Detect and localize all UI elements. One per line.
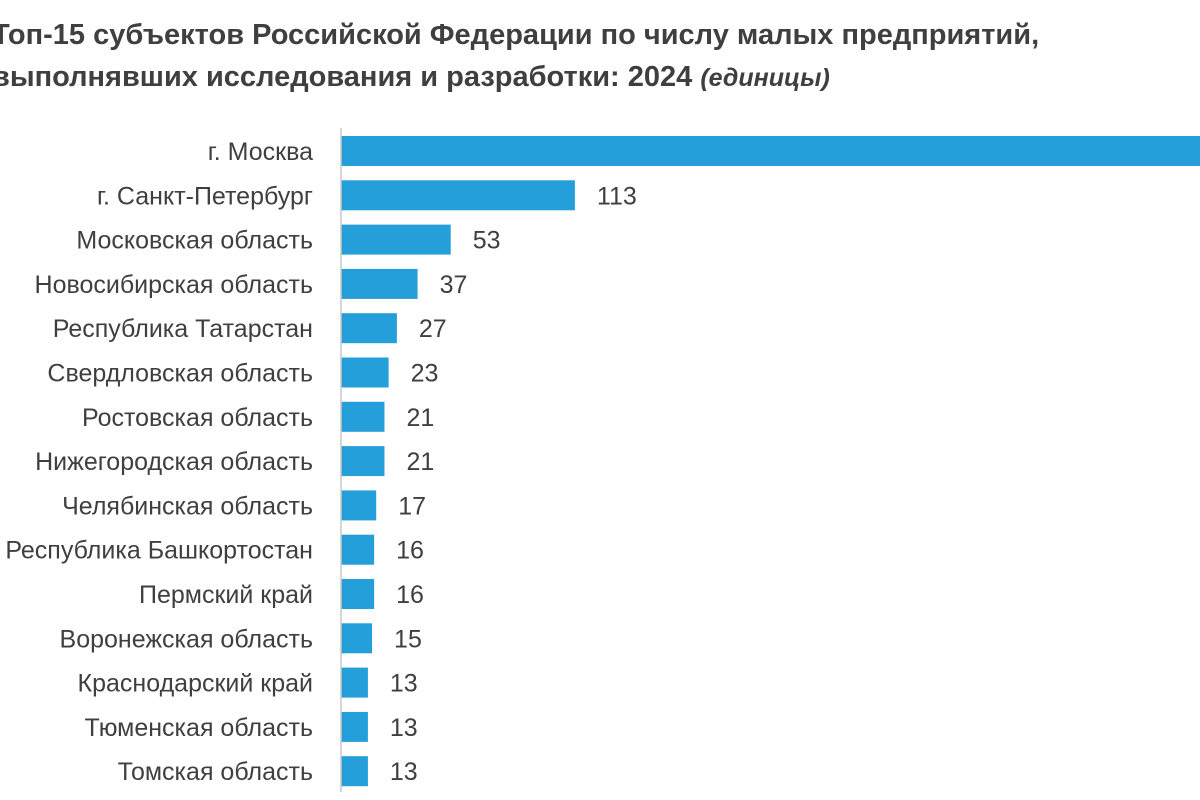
- category-label: г. Москва: [208, 138, 313, 166]
- chart-title-line-2: выполнявших исследования и разработки: 2…: [0, 56, 1200, 99]
- category-label: Республика Татарстан: [53, 315, 313, 343]
- bar: [341, 268, 418, 299]
- value-label: 16: [396, 537, 424, 565]
- value-label: 27: [419, 315, 447, 343]
- value-label: 21: [406, 404, 434, 432]
- bar: [341, 224, 451, 255]
- bar: [341, 623, 373, 654]
- chart-title-line-2-text: выполнявших исследования и разработки: 2…: [0, 61, 693, 93]
- value-label: 17: [398, 492, 426, 520]
- bar: [341, 313, 397, 344]
- value-label: 13: [390, 714, 418, 742]
- value-label: 53: [473, 227, 501, 255]
- category-label: г. Санкт-Петербург: [97, 182, 313, 210]
- category-label: Воронежская область: [60, 625, 313, 653]
- category-label: Новосибирская область: [35, 271, 313, 299]
- value-label: 13: [390, 758, 418, 786]
- bar: [341, 401, 385, 432]
- category-label: Нижегородская область: [35, 448, 313, 476]
- category-label: Московская область: [76, 227, 313, 255]
- chart-title-line-1: Топ-15 субъектов Российской Федерации по…: [0, 19, 1040, 51]
- category-label: Республика Башкортостан: [5, 537, 313, 565]
- category-label: Краснодарский край: [78, 670, 313, 698]
- bar: [341, 667, 368, 698]
- value-label: 15: [394, 625, 422, 653]
- bar: [341, 711, 368, 742]
- category-label: Пермский край: [139, 581, 313, 609]
- value-label: 16: [396, 581, 424, 609]
- bar: [341, 579, 375, 609]
- bar: [341, 180, 575, 211]
- category-label: Свердловская область: [47, 360, 313, 388]
- value-label: 23: [411, 360, 439, 388]
- category-label: Тюменская область: [85, 714, 313, 742]
- category-label: Ростовская область: [82, 404, 313, 432]
- bar: [341, 357, 389, 388]
- value-label: 37: [440, 271, 468, 299]
- chart-title-unit: (единицы): [700, 64, 830, 92]
- value-label: 13: [390, 670, 418, 698]
- bars-group: г. Москва г. Санкт-Петербург 113 Московская…: [5, 136, 1200, 787]
- bar: [341, 756, 368, 787]
- bar: [341, 534, 375, 565]
- bar: [341, 490, 377, 521]
- category-label: Челябинская область: [62, 492, 313, 520]
- category-label: Томская область: [118, 758, 313, 786]
- value-label: 21: [406, 448, 434, 476]
- bar: [341, 136, 1200, 166]
- value-label: 113: [597, 182, 637, 210]
- chart-title: Топ-15 субъектов Российской Федерации по…: [0, 14, 1200, 99]
- bar: [341, 446, 385, 477]
